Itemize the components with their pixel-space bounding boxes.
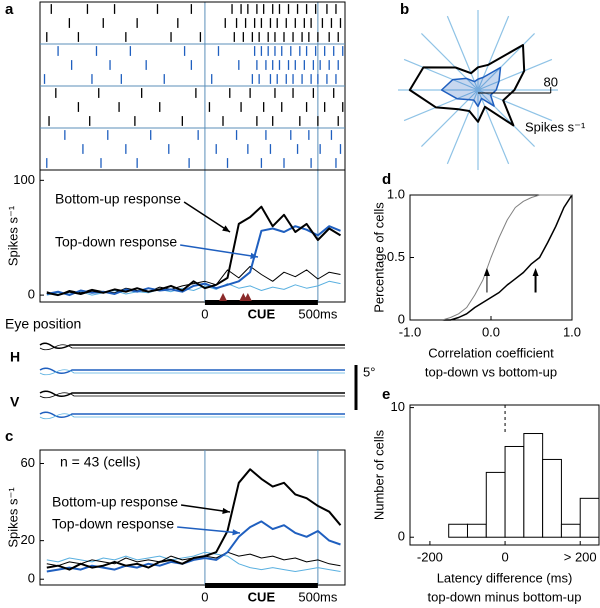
y-tick-label: 0: [398, 311, 405, 326]
spoke: [421, 33, 479, 91]
tuning-polygon: [408, 44, 526, 127]
label-arrowhead: [222, 225, 230, 232]
series-line: [46, 205, 342, 297]
eye-trace: [39, 344, 345, 351]
histogram-bar: [523, 433, 544, 538]
y-tick-label: 1.0: [387, 186, 405, 201]
histogram-bar: [448, 523, 468, 538]
histogram-bar: [485, 471, 506, 538]
panel-letter: d: [382, 171, 391, 188]
x-tick-label: 0.0: [482, 324, 500, 339]
eye-label: Eye position: [5, 316, 81, 332]
y-axis-label: Percentage of cells: [371, 202, 386, 313]
cue-bar: [204, 583, 318, 588]
series-label: Bottom-up response: [52, 494, 178, 510]
histogram-bar: [579, 497, 600, 538]
x-axis-label: top-down vs bottom-up: [425, 364, 557, 379]
median-arrowhead: [532, 268, 539, 276]
panel-letter: a: [5, 1, 14, 18]
panel-letter: e: [382, 386, 390, 403]
spoke: [477, 89, 510, 165]
series-line: [46, 265, 341, 296]
x-tick-label: 0: [501, 549, 508, 564]
x-tick-label: > 200: [564, 549, 597, 564]
eye-trace: [39, 367, 345, 374]
series-label: Top-down response: [55, 234, 177, 250]
eye-trace: [39, 411, 345, 418]
y-tick-label: 0: [28, 287, 35, 302]
eye-channel: V: [10, 394, 20, 410]
eye-trace: [39, 413, 345, 420]
x-axis-label: Correlation coefficient: [428, 345, 554, 360]
eye-trace: [39, 369, 345, 376]
label-arrow: [180, 244, 259, 258]
spoke: [403, 89, 479, 122]
series-line: [46, 225, 341, 297]
r-axis-label: Spikes s⁻¹: [525, 119, 586, 134]
plot-frame: [409, 404, 600, 546]
series-label: Bottom-up response: [55, 191, 181, 207]
x-tick-label: 500ms: [298, 589, 338, 604]
eye-trace: [39, 390, 345, 397]
histogram-bar: [560, 523, 581, 538]
label-arrowhead: [222, 507, 230, 515]
y-tick-label: 0: [28, 571, 35, 586]
eye-channel: H: [10, 349, 20, 365]
spoke: [477, 33, 535, 91]
spoke: [403, 58, 479, 91]
y-tick-label: 0.5: [387, 249, 405, 264]
series-line: [442, 194, 573, 321]
y-tick-label: 100: [13, 172, 35, 187]
x-axis-label: Latency difference (ms): [437, 570, 573, 585]
series-line: [46, 280, 341, 296]
y-axis-label: Number of cells: [371, 429, 386, 520]
x-tick-label: 0: [201, 306, 208, 321]
eye-trace: [39, 392, 345, 399]
cue-label: CUE: [248, 589, 276, 604]
eye-trace: [39, 342, 345, 349]
y-tick-label: 0: [398, 529, 405, 544]
y-tick-label: 20: [21, 532, 35, 547]
y-tick-label: 60: [21, 455, 35, 470]
x-tick-label: -1.0: [399, 324, 421, 339]
series-line: [46, 551, 341, 572]
series-line: [442, 194, 572, 321]
series-line: [46, 468, 342, 571]
label-arrowhead: [232, 529, 240, 536]
y-axis-label: Spikes s⁻¹: [5, 487, 20, 548]
histogram-bar: [466, 523, 487, 538]
label-arrow: [183, 201, 231, 233]
plot-frame: [39, 449, 346, 586]
x-tick-label: 1.0: [563, 324, 581, 339]
spoke: [477, 89, 535, 147]
label-arrowhead: [250, 252, 258, 259]
y-tick-label: 10: [391, 399, 405, 414]
x-axis-label: top-down minus bottom-up: [428, 589, 582, 604]
cue-bar: [204, 300, 318, 305]
r-tick-label: 80: [543, 74, 557, 89]
panel-letter: b: [400, 1, 409, 18]
spoke: [477, 58, 553, 91]
panel-letter: c: [5, 428, 13, 445]
latency-marker: [219, 293, 227, 301]
x-tick-label: -200: [417, 549, 443, 564]
latency-marker: [243, 293, 252, 301]
eye-scale-label: 5°: [363, 364, 375, 379]
x-tick-label: 500ms: [298, 306, 338, 321]
y-axis-label: Spikes s⁻¹: [5, 205, 20, 266]
note: n = 43 (cells): [60, 454, 141, 470]
x-tick-label: 0: [201, 589, 208, 604]
median-arrowhead: [483, 268, 490, 276]
tuning-polygon: [440, 66, 502, 108]
label-arrow: [180, 504, 231, 513]
spoke: [446, 89, 479, 165]
spoke: [446, 15, 479, 91]
cue-label: CUE: [248, 306, 276, 321]
label-arrow: [177, 526, 241, 534]
series-label: Top-down response: [52, 516, 174, 532]
eye-traces: [39, 342, 358, 420]
histogram-bar: [504, 445, 525, 538]
histogram-bar: [542, 458, 562, 538]
